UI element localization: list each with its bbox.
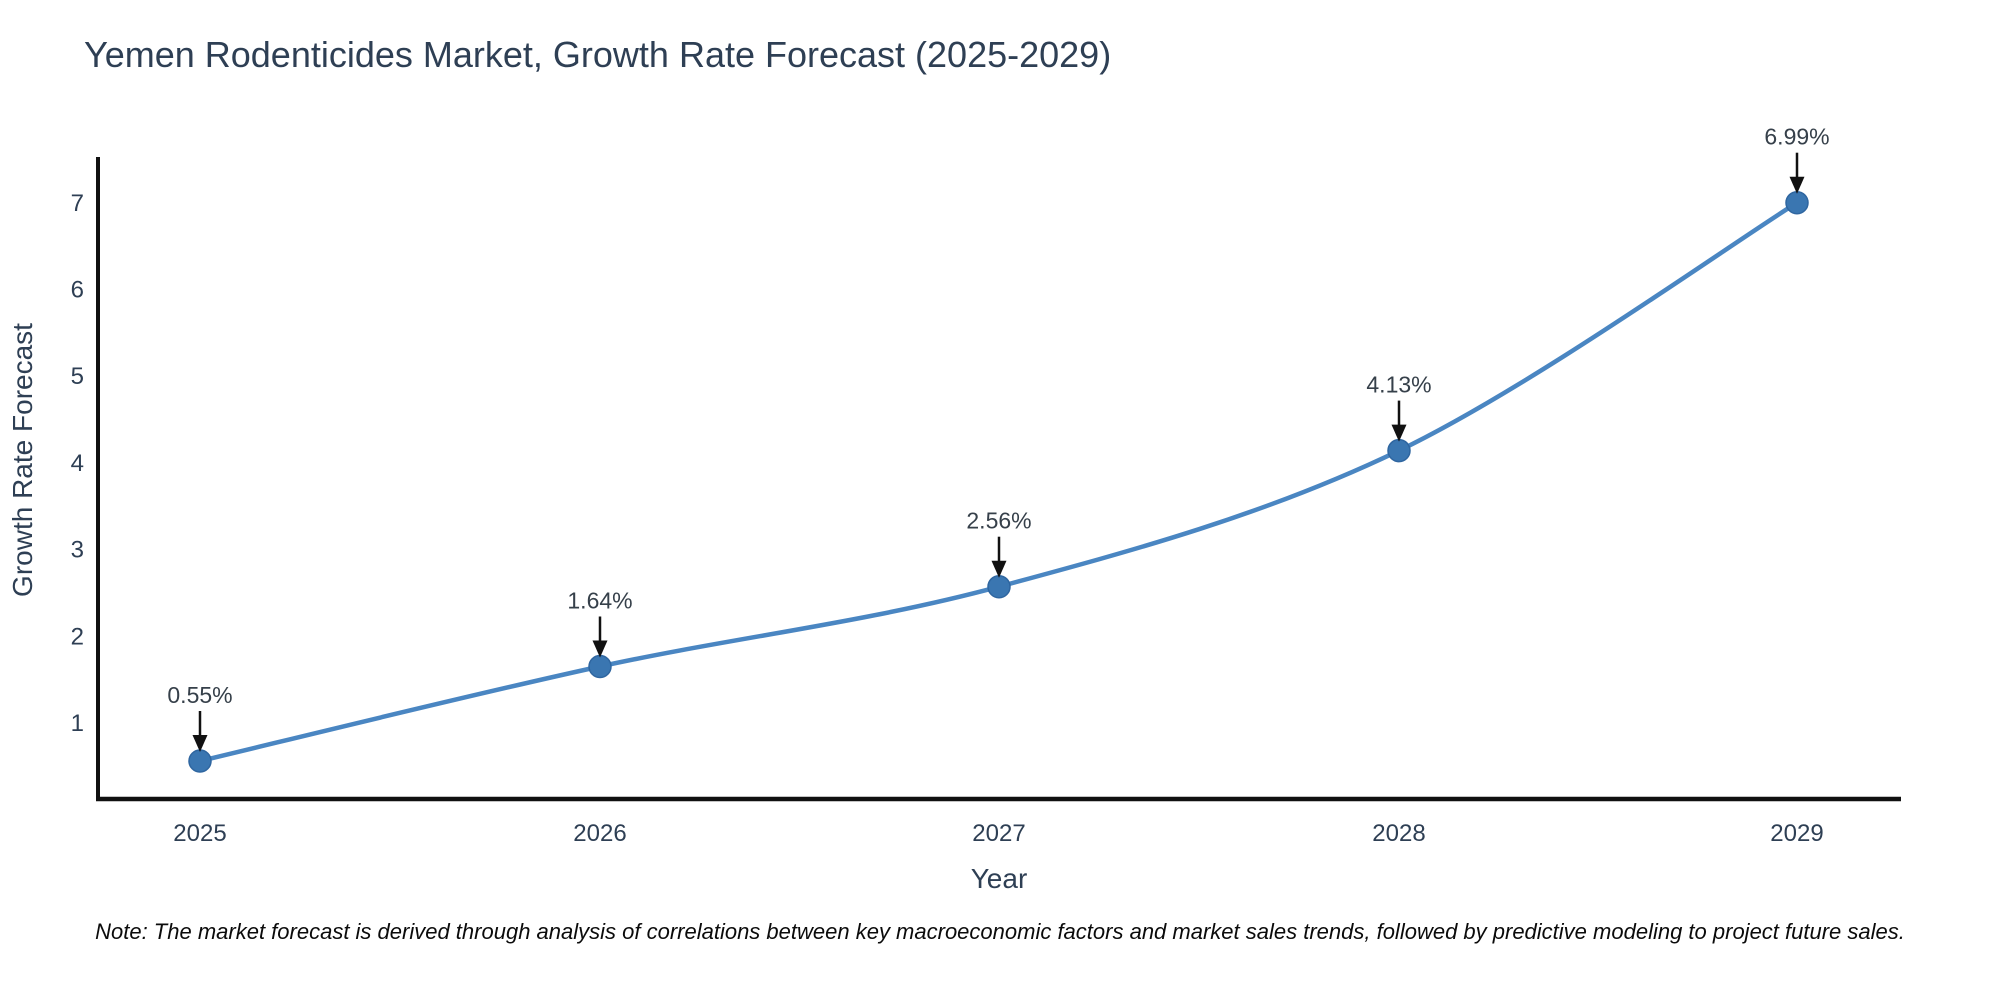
annotation-arrow-head [1391, 424, 1407, 442]
annotation-arrow-head [1789, 176, 1805, 194]
y-tick-label: 3 [71, 537, 84, 564]
x-axis-title: Year [971, 863, 1028, 894]
chart-title: Yemen Rodenticides Market, Growth Rate F… [84, 34, 1112, 75]
annotation-arrow-head [192, 735, 208, 752]
y-axis-title: Growth Rate Forecast [7, 323, 38, 597]
data-point-marker [987, 574, 1011, 599]
y-tick-label: 5 [71, 363, 84, 390]
x-tick-label: 2029 [1770, 820, 1823, 847]
y-tick-label: 7 [71, 190, 84, 217]
y-tick-label: 4 [71, 450, 84, 477]
x-tick-label: 2026 [573, 820, 626, 847]
annotation-value-label: 1.64% [567, 588, 632, 614]
x-tick-label: 2025 [173, 820, 226, 847]
data-point-marker [1785, 190, 1809, 215]
annotation-value-label: 0.55% [167, 682, 232, 708]
forecast-line [197, 200, 1800, 764]
data-point-marker [588, 654, 612, 679]
y-tick-label: 6 [71, 277, 84, 304]
data-point-marker [188, 749, 212, 773]
annotation-value-label: 4.13% [1366, 372, 1431, 398]
y-tick-label: 2 [71, 623, 84, 650]
annotation-value-label: 6.99% [1764, 124, 1829, 150]
x-tick-label: 2028 [1372, 820, 1425, 847]
annotation-arrow-head [991, 560, 1007, 578]
y-tick-label: 1 [71, 710, 84, 737]
annotation-value-label: 2.56% [966, 508, 1031, 534]
x-tick-label: 2027 [972, 820, 1025, 847]
data-point-marker [1387, 438, 1411, 463]
annotation-arrow-head [592, 640, 608, 658]
chart-footnote: Note: The market forecast is derived thr… [95, 919, 1905, 944]
